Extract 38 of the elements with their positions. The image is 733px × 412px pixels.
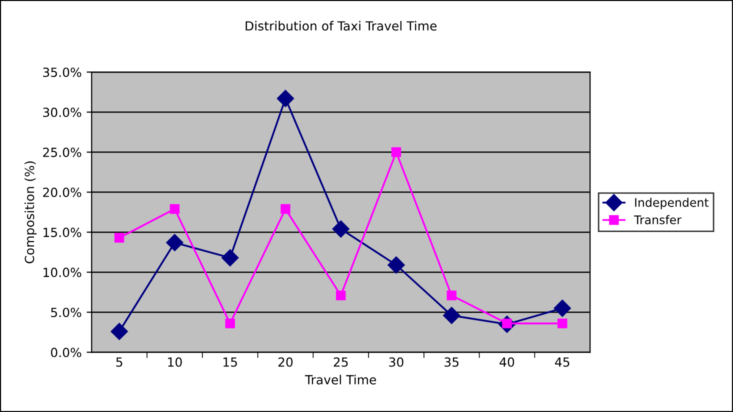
y-tick-label: 5.0% [51, 308, 82, 318]
point [391, 147, 402, 158]
x-tick-label: 5 [116, 358, 122, 367]
point [554, 300, 571, 317]
y-axis-title: Composition (%) [24, 161, 37, 264]
point [443, 306, 460, 324]
x-tick-label: 20 [278, 357, 293, 367]
x-tick-label: 15 [224, 358, 237, 367]
y-tick-label: 35.0% [43, 68, 82, 78]
point [276, 90, 294, 108]
point [336, 290, 346, 300]
point [446, 290, 456, 300]
point [110, 322, 128, 340]
point [388, 256, 405, 274]
y-tick-label: 20.0% [43, 188, 82, 198]
x-tick-label: 25 [334, 357, 348, 367]
legend-label: Independent [635, 198, 709, 210]
x-tick-label: 10 [168, 357, 182, 367]
legend-label: Transfer [634, 215, 682, 224]
x-tick-label: 30 [389, 357, 404, 367]
point [558, 318, 568, 328]
x-tick-label: 45 [555, 358, 570, 367]
y-tick-label: 25.0% [43, 148, 82, 158]
y-tick-label: 0.0% [50, 348, 82, 358]
y-tick-label: 15.0% [44, 228, 82, 238]
chart-title: Distribution of Taxi Travel Time [246, 20, 437, 31]
point [222, 249, 239, 266]
point [332, 220, 350, 238]
y-tick-label: 30.0% [43, 108, 82, 118]
point [114, 232, 124, 243]
point [170, 204, 180, 214]
point [166, 234, 184, 252]
point [225, 318, 235, 328]
x-tick-label: 40 [500, 357, 514, 367]
y-tick-label: 10.0% [44, 268, 82, 278]
point [280, 204, 290, 214]
x-axis-title: Travel Time [304, 374, 376, 384]
x-tick-label: 35 [444, 357, 458, 367]
